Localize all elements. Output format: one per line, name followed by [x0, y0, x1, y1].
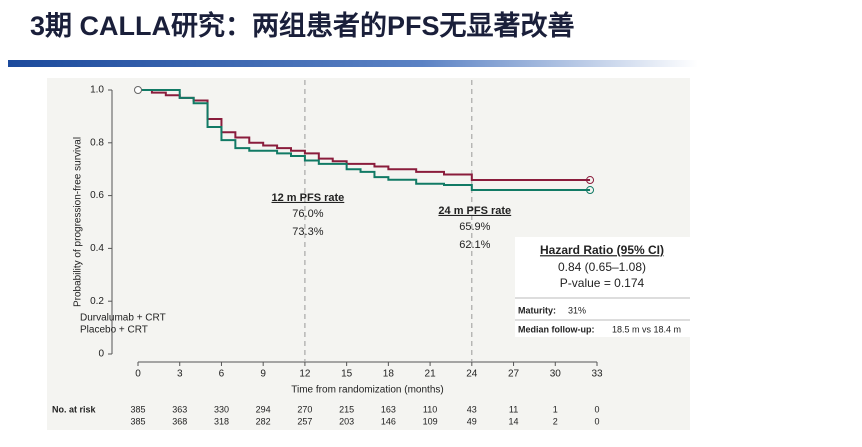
risk-count: 257 — [297, 416, 312, 426]
x-tick-label: 21 — [425, 369, 437, 380]
y-tick-label: 0.6 — [90, 190, 104, 201]
x-tick-label: 33 — [591, 369, 603, 380]
x-tick-label: 30 — [550, 369, 562, 380]
risk-count: 215 — [339, 404, 354, 414]
x-axis-label: Time from randomization (months) — [291, 385, 443, 396]
maturity-label: Maturity: — [518, 305, 556, 315]
risk-count: 110 — [423, 404, 437, 414]
y-tick-label: 0.2 — [90, 296, 104, 307]
annotation-title: 12 m PFS rate — [272, 192, 345, 204]
y-tick-label: 0 — [98, 349, 104, 360]
followup-label: Median follow-up: — [518, 324, 595, 334]
annotation-title: 24 m PFS rate — [438, 205, 511, 217]
risk-count: 0 — [594, 416, 599, 426]
x-tick-label: 12 — [299, 369, 311, 380]
x-tick-label: 9 — [260, 369, 266, 380]
y-tick-label: 1.0 — [90, 85, 104, 96]
x-tick-label: 24 — [466, 369, 478, 380]
risk-count: 0 — [594, 404, 599, 414]
annotation-value: 62.1% — [459, 239, 490, 251]
curve-end — [586, 186, 595, 195]
followup: 18.5 m vs 18.4 m — [612, 324, 681, 334]
risk-count: 14 — [509, 416, 519, 426]
annotation-value: 73.3% — [292, 226, 323, 238]
legend-label: Placebo + CRT — [80, 325, 148, 336]
survival-curve — [138, 89, 591, 192]
hazard-title: Hazard Ratio (95% CI) — [540, 243, 664, 257]
title-bar — [8, 60, 698, 67]
p-value: P-value = 0.174 — [560, 276, 645, 290]
risk-count: 330 — [214, 404, 229, 414]
risk-count: 318 — [214, 416, 229, 426]
risk-count: 368 — [172, 416, 187, 426]
risk-count: 109 — [423, 416, 438, 426]
y-axis-label: Probability of progression-free survival — [73, 137, 84, 307]
risk-count: 146 — [381, 416, 396, 426]
legend-label: Durvalumab + CRT — [80, 313, 166, 324]
risk-count: 163 — [381, 404, 396, 414]
y-tick-label: 0.4 — [90, 243, 104, 254]
risk-count: 385 — [130, 404, 145, 414]
risk-count: 11 — [509, 404, 518, 414]
risk-count: 49 — [467, 416, 477, 426]
risk-count: 43 — [467, 404, 477, 414]
maturity: 31% — [568, 305, 586, 315]
annotation-value: 76.0% — [292, 208, 323, 220]
x-tick-label: 6 — [219, 369, 225, 380]
risk-count: 294 — [256, 404, 271, 414]
hazard-ratio: 0.84 (0.65–1.08) — [558, 260, 646, 274]
risk-count: 282 — [256, 416, 271, 426]
annotation-value: 65.9% — [459, 221, 490, 233]
slide-title: 3期 CALLA研究：两组患者的PFS无显著改善 — [30, 10, 575, 41]
risk-count: 270 — [297, 404, 312, 414]
risk-count: 203 — [339, 416, 354, 426]
curve-start — [134, 86, 142, 94]
risk-count: 385 — [130, 416, 145, 426]
curve-end — [586, 176, 595, 185]
x-tick-label: 27 — [508, 369, 520, 380]
risk-count: 1 — [553, 404, 558, 414]
risk-title: No. at risk — [52, 404, 97, 414]
risk-count: 2 — [553, 416, 558, 426]
box-clip — [690, 236, 862, 340]
x-tick-label: 18 — [383, 369, 395, 380]
x-tick-label: 0 — [135, 369, 141, 380]
x-tick-label: 15 — [341, 369, 353, 380]
y-tick-label: 0.8 — [90, 137, 104, 148]
risk-count: 363 — [172, 404, 187, 414]
x-tick-label: 3 — [177, 369, 183, 380]
